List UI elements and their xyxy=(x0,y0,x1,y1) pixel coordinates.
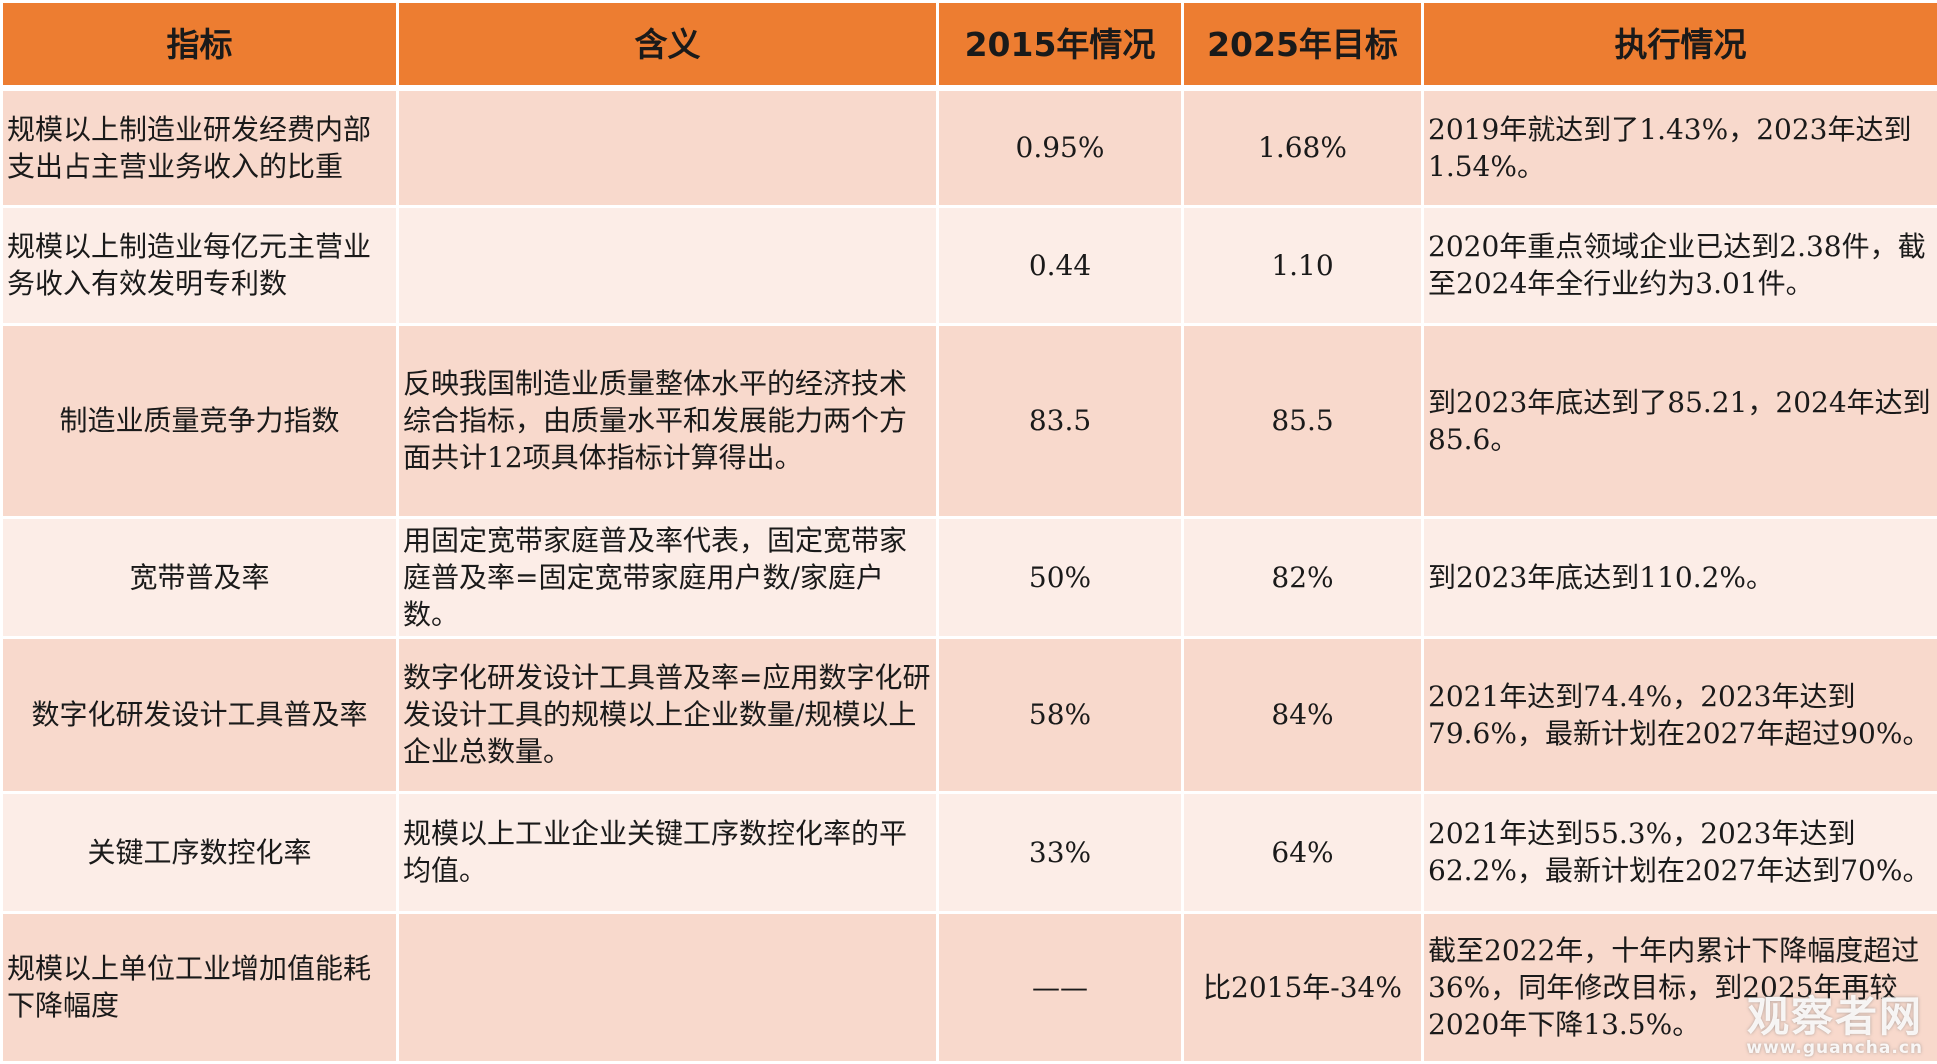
table-row: 宽带普及率 用固定宽带家庭普及率代表，固定宽带家庭普及率=固定宽带家庭用户数/家… xyxy=(2,517,1937,637)
meaning-cell: 用固定宽带家庭普及率代表，固定宽带家庭普及率=固定宽带家庭用户数/家庭户数。 xyxy=(398,517,938,637)
value-2015-cell: —— xyxy=(938,912,1183,1062)
target-2025-cell: 85.5 xyxy=(1183,324,1423,517)
header-meaning: 含义 xyxy=(398,2,938,89)
status-cell: 2020年重点领域企业已达到2.38件，截至2024年全行业约为3.01件。 xyxy=(1423,206,1937,324)
status-cell: 2019年就达到了1.43%，2023年达到1.54%。 xyxy=(1423,88,1937,206)
meaning-cell: 数字化研发设计工具普及率=应用数字化研发设计工具的规模以上企业数量/规模以上企业… xyxy=(398,637,938,792)
target-2025-cell: 82% xyxy=(1183,517,1423,637)
table-row: 规模以上制造业研发经费内部支出占主营业务收入的比重 0.95% 1.68% 20… xyxy=(2,88,1937,206)
value-2015-cell: 58% xyxy=(938,637,1183,792)
indicator-cell: 规模以上单位工业增加值能耗下降幅度 xyxy=(2,912,398,1062)
value-2015-cell: 0.44 xyxy=(938,206,1183,324)
meaning-cell: 反映我国制造业质量整体水平的经济技术综合指标，由质量水平和发展能力两个方面共计1… xyxy=(398,324,938,517)
status-cell: 2021年达到55.3%，2023年达到62.2%，最新计划在2027年达到70… xyxy=(1423,792,1937,912)
table-row: 规模以上单位工业增加值能耗下降幅度 —— 比2015年-34% 截至2022年，… xyxy=(2,912,1937,1062)
indicator-cell: 宽带普及率 xyxy=(2,517,398,637)
indicator-cell: 规模以上制造业研发经费内部支出占主营业务收入的比重 xyxy=(2,88,398,206)
watermark-url: www.guancha.cn xyxy=(1746,1039,1923,1057)
indicator-cell: 数字化研发设计工具普及率 xyxy=(2,637,398,792)
table-row: 制造业质量竞争力指数 反映我国制造业质量整体水平的经济技术综合指标，由质量水平和… xyxy=(2,324,1937,517)
value-2015-cell: 83.5 xyxy=(938,324,1183,517)
table-row: 规模以上制造业每亿元主营业务收入有效发明专利数 0.44 1.10 2020年重… xyxy=(2,206,1937,324)
target-2025-cell: 64% xyxy=(1183,792,1423,912)
site-watermark: 观察者网 www.guancha.cn xyxy=(1746,995,1923,1057)
table-header-row: 指标 含义 2015年情况 2025年目标 执行情况 xyxy=(2,2,1937,89)
indicator-cell: 制造业质量竞争力指数 xyxy=(2,324,398,517)
status-cell: 到2023年底达到110.2%。 xyxy=(1423,517,1937,637)
value-2015-cell: 0.95% xyxy=(938,88,1183,206)
value-2015-cell: 50% xyxy=(938,517,1183,637)
target-2025-cell: 比2015年-34% xyxy=(1183,912,1423,1062)
meaning-cell: 规模以上工业企业关键工序数控化率的平均值。 xyxy=(398,792,938,912)
target-2025-cell: 84% xyxy=(1183,637,1423,792)
value-2015-cell: 33% xyxy=(938,792,1183,912)
target-2025-cell: 1.68% xyxy=(1183,88,1423,206)
meaning-cell xyxy=(398,88,938,206)
watermark-logo-text: 观察者网 xyxy=(1746,995,1923,1039)
table-row: 数字化研发设计工具普及率 数字化研发设计工具普及率=应用数字化研发设计工具的规模… xyxy=(2,637,1937,792)
indicator-cell: 规模以上制造业每亿元主营业务收入有效发明专利数 xyxy=(2,206,398,324)
meaning-cell xyxy=(398,912,938,1062)
indicator-cell: 关键工序数控化率 xyxy=(2,792,398,912)
status-cell: 到2023年底达到了85.21，2024年达到85.6。 xyxy=(1423,324,1937,517)
status-cell: 2021年达到74.4%，2023年达到79.6%，最新计划在2027年超过90… xyxy=(1423,637,1937,792)
meaning-cell xyxy=(398,206,938,324)
header-2025-target: 2025年目标 xyxy=(1183,2,1423,89)
header-execution-status: 执行情况 xyxy=(1423,2,1937,89)
header-indicator: 指标 xyxy=(2,2,398,89)
target-2025-cell: 1.10 xyxy=(1183,206,1423,324)
header-2015-status: 2015年情况 xyxy=(938,2,1183,89)
table-row: 关键工序数控化率 规模以上工业企业关键工序数控化率的平均值。 33% 64% 2… xyxy=(2,792,1937,912)
